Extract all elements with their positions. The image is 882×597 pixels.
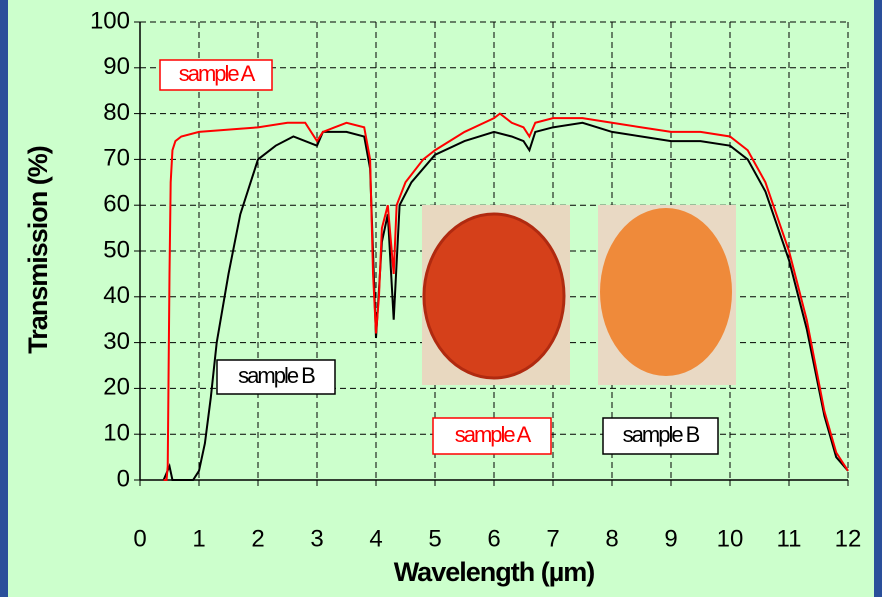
y-tick-label: 60 xyxy=(103,191,130,218)
y-tick-label: 70 xyxy=(103,145,130,172)
y-tick-label: 40 xyxy=(103,282,130,309)
y-tick-label: 0 xyxy=(117,465,130,492)
y-tick-label: 10 xyxy=(103,420,130,447)
y-axis-label: Transmission (%) xyxy=(23,146,53,354)
legend-label: sample A xyxy=(179,61,256,86)
legend-box xyxy=(432,417,552,455)
x-tick-label: 3 xyxy=(310,525,323,552)
x-axis-label: Wavelength (µm) xyxy=(394,557,595,587)
x-tick-label: 9 xyxy=(664,525,677,552)
x-tick-label: 2 xyxy=(251,525,264,552)
x-tick-label: 12 xyxy=(835,525,862,552)
legend-box xyxy=(159,59,273,91)
legend-label: sample B xyxy=(238,363,315,388)
y-tick-label: 30 xyxy=(103,328,130,355)
y-tick-label: 20 xyxy=(103,374,130,401)
y-tick-label: 100 xyxy=(90,7,130,34)
x-tick-label: 11 xyxy=(777,525,802,552)
legend-box xyxy=(602,417,719,455)
legend-box xyxy=(216,359,336,395)
x-tick-label: 7 xyxy=(546,525,559,552)
x-tick-label: 0 xyxy=(133,525,146,552)
x-tick-label: 6 xyxy=(487,525,500,552)
y-tick-label: 80 xyxy=(103,99,130,126)
y-tick-label: 90 xyxy=(103,53,130,80)
x-tick-label: 4 xyxy=(369,525,382,552)
x-tick-label: 10 xyxy=(717,525,744,552)
legend-label: sample A xyxy=(455,422,532,447)
photos xyxy=(422,205,736,385)
lines xyxy=(162,112,849,481)
disk-a xyxy=(422,212,566,380)
y-tick-label: 50 xyxy=(103,236,130,263)
x-tick-label: 5 xyxy=(428,525,441,552)
series-line xyxy=(162,121,849,481)
x-tick-label: 1 xyxy=(192,525,205,552)
x-tick-label: 8 xyxy=(605,525,618,552)
disk-b xyxy=(600,208,732,376)
series-line xyxy=(163,112,849,481)
legend-label: sample B xyxy=(623,422,700,447)
